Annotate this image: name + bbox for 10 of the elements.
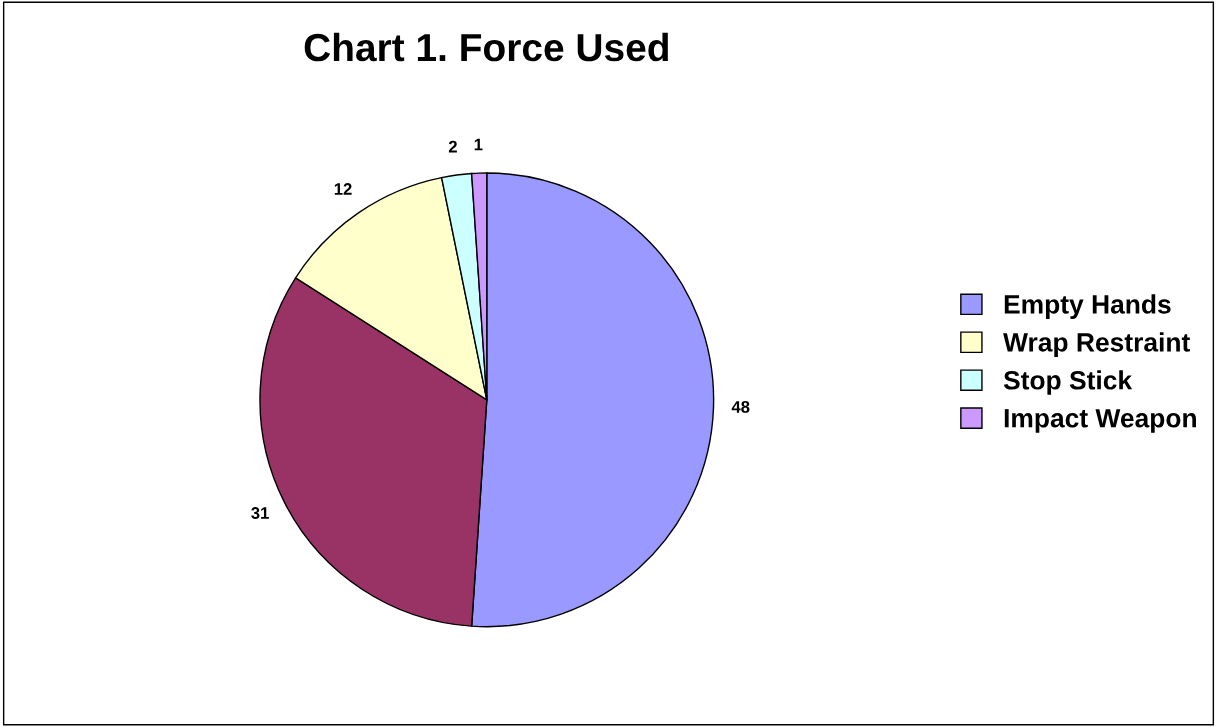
legend-label: Wrap Restraint xyxy=(1003,332,1190,357)
data-label: 12 xyxy=(334,183,352,195)
data-label: 31 xyxy=(251,507,269,519)
data-label: 1 xyxy=(474,138,483,151)
legend-label: Impact Weapon xyxy=(1004,409,1196,433)
data-label: 2 xyxy=(448,140,457,153)
chart-title: Chart 1. Force Used xyxy=(304,32,668,62)
legend-label: Stop Stick xyxy=(1003,370,1133,395)
legend-label: Empty Hands xyxy=(1004,294,1171,319)
data-label: 48 xyxy=(731,401,750,413)
